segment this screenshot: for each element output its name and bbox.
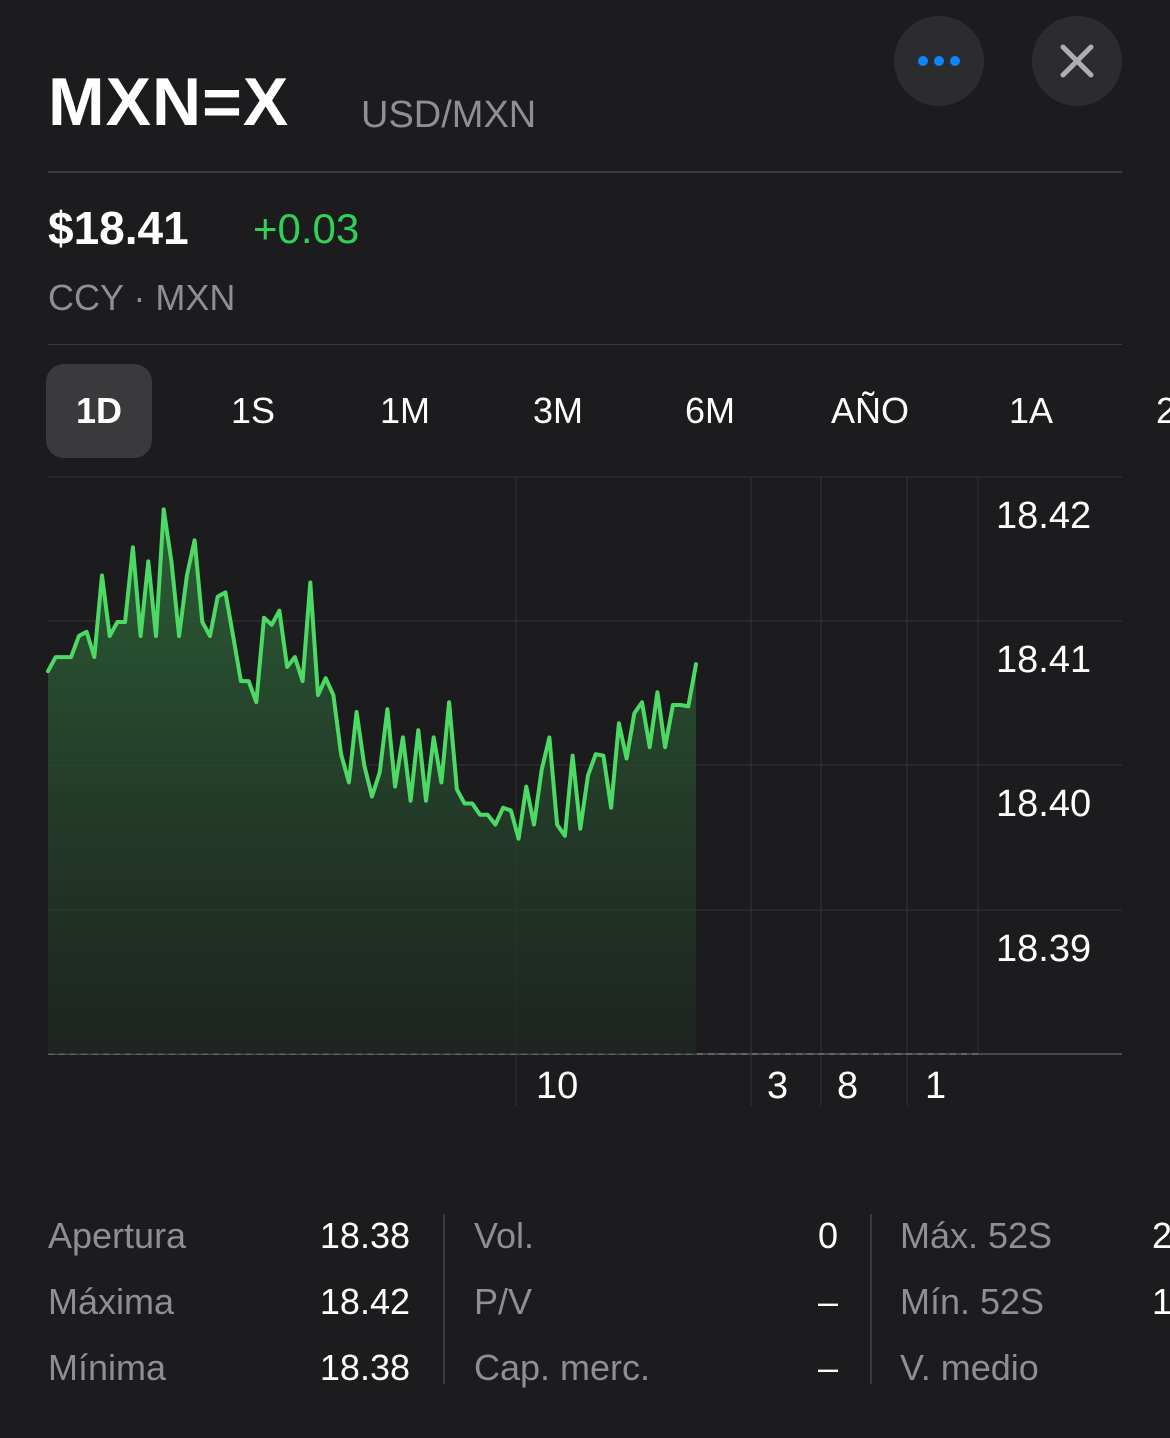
stat-low-value: 18.38	[319, 1347, 410, 1388]
stat-low-label: Mínima	[48, 1347, 167, 1388]
stat-52w-high-label: Máx. 52S	[900, 1215, 1053, 1256]
price-change: +0.03	[253, 205, 360, 252]
price-line	[46, 507, 698, 841]
stat-volume-value: 0	[817, 1215, 838, 1256]
range-tab-ytd[interactable]: AÑO	[830, 390, 909, 431]
stat-pe-label: P/V	[474, 1281, 533, 1322]
stat-52w-low-label: Mín. 52S	[900, 1281, 1045, 1322]
range-tab-1s[interactable]: 1S	[230, 390, 276, 431]
range-tab-6m[interactable]: 6M	[684, 390, 735, 431]
header-divider	[48, 171, 1122, 173]
x-tick-label: 1	[925, 1065, 946, 1107]
quote-divider	[48, 344, 1122, 345]
stat-52w-low-value: 1	[1152, 1281, 1170, 1322]
x-tick-label: 10	[536, 1065, 578, 1107]
more-button[interactable]	[894, 16, 984, 106]
range-tab-1d[interactable]: 1D	[46, 364, 152, 458]
stats-separator	[870, 1214, 872, 1384]
stat-52w-high-value: 2	[1152, 1215, 1170, 1256]
currency-pair: USD/MXN	[361, 94, 537, 136]
current-price: $18.41	[48, 202, 189, 254]
close-button[interactable]	[1032, 16, 1122, 106]
close-icon	[1060, 44, 1094, 78]
range-tab-1a[interactable]: 1A	[1008, 390, 1054, 431]
stat-high-label: Máxima	[48, 1281, 175, 1322]
range-tab-1m[interactable]: 1M	[379, 390, 430, 431]
ellipsis-icon	[918, 56, 960, 66]
y-tick-label: 18.42	[996, 495, 1091, 537]
stat-avg-volume-label: V. medio	[900, 1347, 1039, 1388]
y-tick-label: 18.39	[996, 928, 1091, 970]
price-area-fill	[48, 509, 696, 1054]
range-tab-3m[interactable]: 3M	[532, 390, 583, 431]
stat-volume-label: Vol.	[474, 1215, 535, 1256]
ticker-symbol: MXN=X	[48, 64, 290, 140]
y-tick-label: 18.41	[996, 639, 1091, 681]
price-chart[interactable]: 18.42 18.41 18.40 18.39 10 3 8 1	[0, 470, 1170, 1120]
stat-high-value: 18.42	[319, 1281, 410, 1322]
stat-mktcap-value: –	[817, 1347, 838, 1388]
x-tick-label: 8	[837, 1065, 858, 1107]
stat-pe-value: –	[817, 1281, 838, 1322]
x-tick-label: 3	[767, 1065, 788, 1107]
quote-meta: CCY · MXN	[48, 277, 236, 318]
stat-open-label: Apertura	[48, 1215, 187, 1256]
stat-open-value: 18.38	[319, 1215, 410, 1256]
stat-mktcap-label: Cap. merc.	[474, 1347, 651, 1388]
range-tab-2a[interactable]: 2	[1156, 390, 1170, 431]
stats-separator	[443, 1214, 445, 1384]
y-tick-label: 18.40	[996, 783, 1091, 825]
